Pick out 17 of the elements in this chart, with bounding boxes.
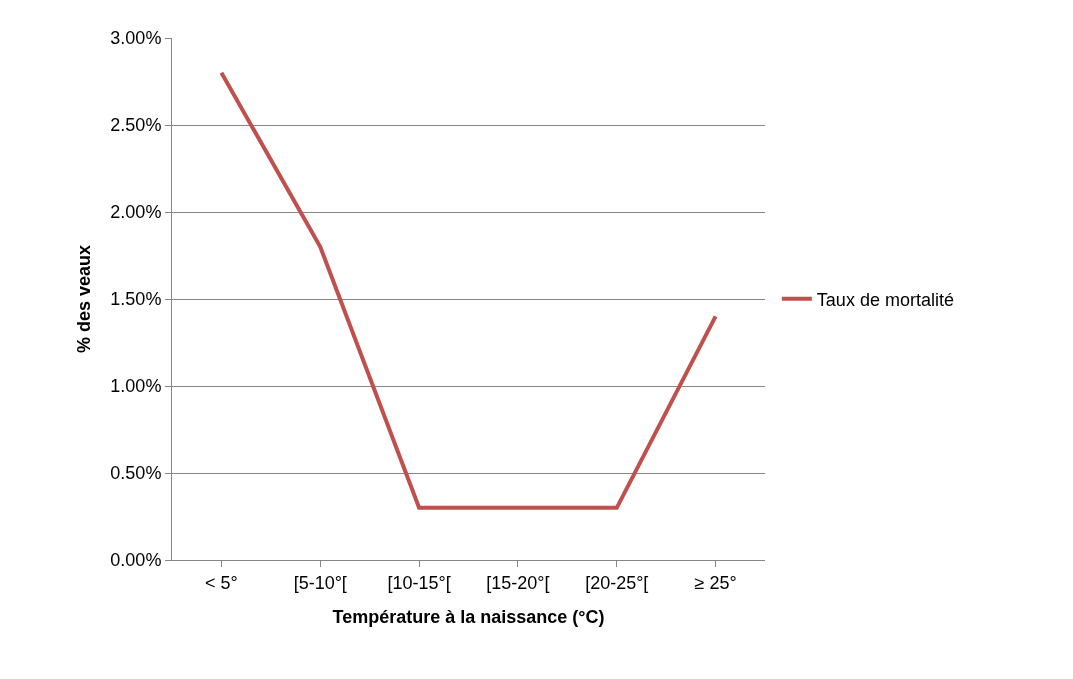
x-tick-label: ≥ 25° <box>694 572 737 593</box>
x-tick-label: [15-20°[ <box>486 572 550 593</box>
line-series <box>219 70 718 510</box>
x-tick-label: [10-15°[ <box>387 572 451 593</box>
y-tick-label: 2.50% <box>110 115 162 136</box>
x-tick-label: [5-10°[ <box>293 572 347 593</box>
x-axis-title: Température à la naissance (°C) <box>332 606 605 627</box>
y-tick-label: 1.50% <box>110 289 162 310</box>
y-tick-label: 3.00% <box>110 28 162 49</box>
y-tick-label: 0.00% <box>110 550 162 571</box>
y-axis-title: % des veaux <box>73 244 94 354</box>
x-tick-label: < 5° <box>205 572 238 593</box>
x-tick-label: [20-25°[ <box>585 572 649 593</box>
y-tick-label: 0.50% <box>110 463 162 484</box>
legend-label: Taux de mortalité <box>816 289 954 310</box>
y-tick-label: 1.00% <box>110 376 162 397</box>
y-tick-label: 2.00% <box>110 202 162 223</box>
